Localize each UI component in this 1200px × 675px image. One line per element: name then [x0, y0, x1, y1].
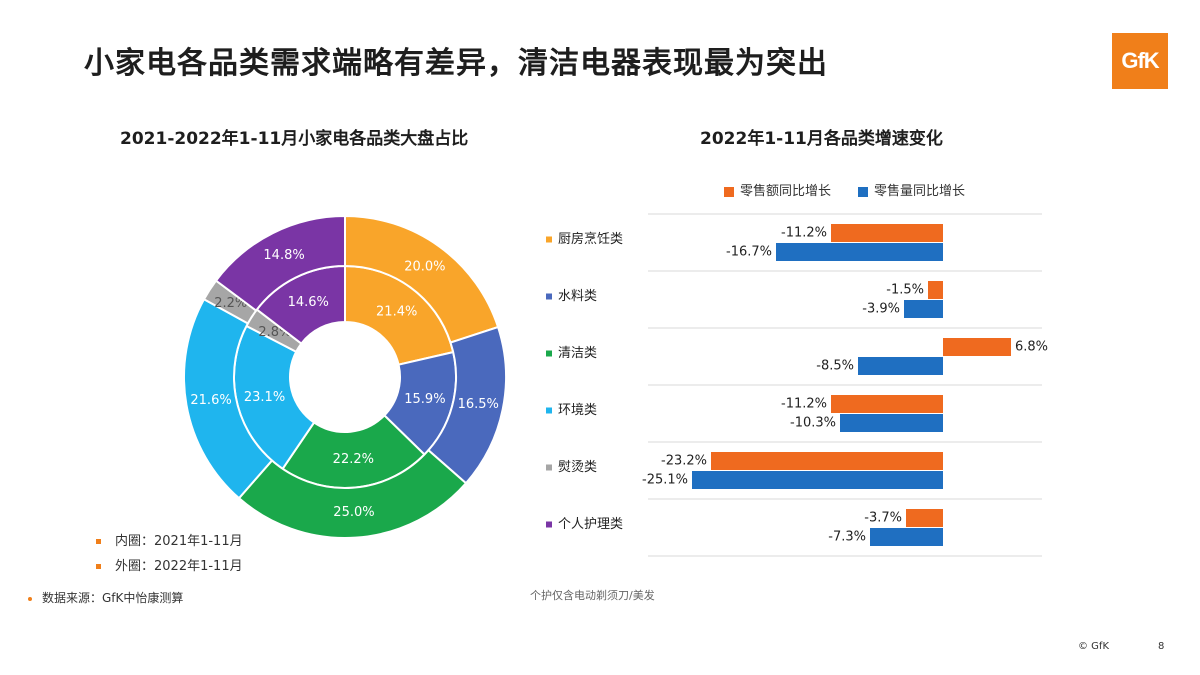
legend-swatch-volume: [858, 186, 868, 197]
donut-legend-outer-label: 外圈：2022年1-11月: [115, 559, 243, 574]
donut-outer-label-2: 25.0%: [333, 505, 374, 520]
bar-1-5: [870, 528, 943, 546]
bar-category-marker-3: [546, 407, 552, 414]
donut-chart-title: 2021-2022年1-11月小家电各品类大盘占比: [120, 129, 469, 149]
bar-label-1-5: -7.3%: [828, 530, 866, 545]
bar-category-marker-2: [546, 350, 552, 357]
bar-1-1: [904, 300, 943, 318]
bar-category-marker-5: [546, 521, 552, 528]
bar-category-label-2: 清洁类: [558, 346, 597, 361]
page-number: 8: [1158, 641, 1165, 652]
bar-category-label-0: 厨房烹饪类: [558, 231, 623, 247]
bar-category-label-1: 水料类: [558, 289, 597, 304]
donut-inner-label-2: 22.2%: [333, 452, 374, 467]
donut-outer-label-1: 16.5%: [458, 397, 499, 412]
donut-inner-label-5: 14.6%: [288, 295, 329, 310]
bar-label-0-0: -11.2%: [781, 226, 827, 241]
bar-category-marker-1: [546, 293, 552, 300]
copyright: © GfK: [1078, 641, 1110, 652]
donut-legend-inner: 内圈：2021年1-11月: [96, 530, 243, 549]
footnote: 个护仅含电动剃须刀/美发: [530, 589, 655, 602]
bullet-icon: [28, 596, 32, 601]
bar-label-1-2: -8.5%: [816, 359, 854, 374]
source-note-text: 数据来源：GfK中怡康测算: [42, 591, 184, 605]
donut-legend-inner-label: 内圈：2021年1-11月: [115, 534, 243, 549]
bar-category-marker-4: [546, 464, 552, 471]
bar-0-0: [831, 224, 943, 242]
bar-label-1-0: -16.7%: [726, 245, 772, 260]
bar-category-label-5: 个人护理类: [558, 517, 623, 532]
donut-outer-label-0: 20.0%: [404, 259, 445, 274]
bar-1-2: [858, 357, 943, 375]
donut-inner-label-3: 23.1%: [244, 390, 285, 405]
bar-category-label-3: 环境类: [558, 403, 597, 418]
page-title: 小家电各品类需求端略有差异，清洁电器表现最为突出: [84, 46, 828, 81]
legend-swatch-value: [724, 186, 734, 197]
donut-legend-outer: 外圈：2022年1-11月: [96, 555, 243, 574]
gfk-logo: GfK: [1112, 33, 1168, 89]
bar-label-0-1: -1.5%: [886, 283, 924, 298]
source-note: 数据来源：GfK中怡康测算: [28, 589, 183, 606]
bar-0-3: [831, 395, 943, 413]
bar-0-1: [928, 281, 943, 299]
legend-item-retail-value: 零售额同比增长: [724, 180, 831, 199]
legend-label-volume: 零售量同比增长: [874, 184, 966, 199]
bar-label-0-4: -23.2%: [661, 454, 707, 469]
bar-0-4: [711, 452, 943, 470]
bar-label-0-2: 6.8%: [1015, 340, 1048, 355]
bar-category-label-4: 熨烫类: [558, 460, 597, 475]
bar-label-1-1: -3.9%: [862, 302, 900, 317]
bar-0-2: [943, 338, 1011, 356]
donut-outer-label-5: 14.8%: [263, 248, 304, 263]
bar-chart-title: 2022年1-11月各品类增速变化: [700, 129, 943, 149]
donut-inner-label-0: 21.4%: [376, 305, 417, 320]
legend-item-retail-volume: 零售量同比增长: [858, 180, 965, 199]
donut-inner-label-1: 15.9%: [404, 392, 445, 407]
bullet-icon: [96, 539, 101, 544]
bar-label-0-5: -3.7%: [864, 511, 902, 526]
bar-label-1-3: -10.3%: [790, 416, 836, 431]
donut-outer-label-3: 21.6%: [190, 393, 231, 408]
bar-label-0-3: -11.2%: [781, 397, 827, 412]
bar-1-4: [692, 471, 943, 489]
donut-outer-slice-5: [214, 214, 346, 312]
bar-label-1-4: -25.1%: [642, 473, 688, 488]
bar-0-5: [906, 509, 943, 527]
bar-1-3: [840, 414, 943, 432]
bar-category-marker-0: [546, 236, 552, 243]
legend-label-value: 零售额同比增长: [740, 184, 832, 199]
bullet-icon: [96, 564, 101, 569]
donut-outer-label-4: 2.2%: [214, 296, 247, 311]
bar-1-0: [776, 243, 943, 261]
